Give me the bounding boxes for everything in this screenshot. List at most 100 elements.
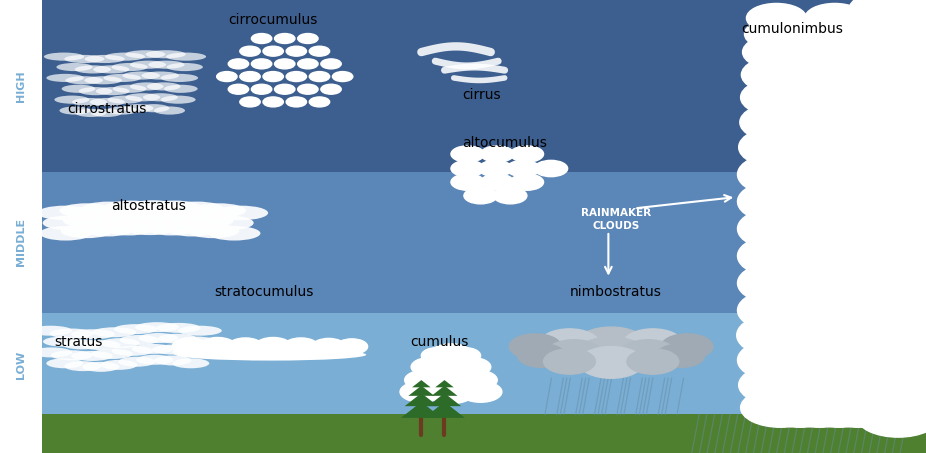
Circle shape bbox=[849, 298, 920, 332]
Circle shape bbox=[534, 160, 568, 177]
Circle shape bbox=[819, 78, 898, 117]
Ellipse shape bbox=[157, 334, 197, 344]
Circle shape bbox=[849, 0, 920, 26]
Circle shape bbox=[286, 46, 307, 56]
Ellipse shape bbox=[172, 358, 209, 368]
Circle shape bbox=[767, 102, 849, 143]
Circle shape bbox=[849, 6, 920, 40]
Text: altostratus: altostratus bbox=[111, 199, 185, 213]
Circle shape bbox=[857, 243, 926, 284]
Circle shape bbox=[228, 338, 263, 355]
Circle shape bbox=[826, 152, 917, 197]
Circle shape bbox=[823, 364, 909, 406]
Circle shape bbox=[857, 91, 926, 131]
Circle shape bbox=[781, 364, 868, 406]
Circle shape bbox=[405, 370, 445, 390]
Circle shape bbox=[312, 338, 345, 355]
Circle shape bbox=[507, 160, 540, 177]
Text: LOW: LOW bbox=[16, 351, 26, 379]
Ellipse shape bbox=[46, 74, 84, 82]
Circle shape bbox=[228, 59, 248, 69]
Circle shape bbox=[217, 72, 237, 82]
Circle shape bbox=[780, 78, 859, 117]
Ellipse shape bbox=[142, 72, 179, 80]
Circle shape bbox=[737, 207, 828, 251]
Circle shape bbox=[797, 313, 891, 358]
Circle shape bbox=[849, 367, 920, 402]
Circle shape bbox=[620, 340, 676, 367]
Ellipse shape bbox=[29, 326, 72, 336]
Circle shape bbox=[849, 131, 920, 165]
Ellipse shape bbox=[111, 63, 148, 71]
Circle shape bbox=[251, 34, 272, 43]
Circle shape bbox=[796, 152, 887, 197]
Text: cumulus: cumulus bbox=[410, 335, 469, 349]
Circle shape bbox=[849, 173, 920, 207]
Ellipse shape bbox=[63, 213, 113, 228]
Circle shape bbox=[263, 72, 283, 82]
Ellipse shape bbox=[167, 63, 203, 71]
Circle shape bbox=[746, 4, 807, 33]
Circle shape bbox=[857, 105, 926, 145]
Circle shape bbox=[767, 338, 857, 382]
Circle shape bbox=[849, 145, 920, 179]
Circle shape bbox=[849, 353, 920, 388]
Circle shape bbox=[849, 61, 920, 96]
Circle shape bbox=[849, 214, 920, 249]
Ellipse shape bbox=[72, 98, 107, 106]
Circle shape bbox=[263, 46, 283, 56]
Circle shape bbox=[857, 132, 926, 173]
Circle shape bbox=[849, 284, 920, 318]
Ellipse shape bbox=[81, 340, 120, 350]
Circle shape bbox=[623, 329, 682, 358]
Circle shape bbox=[739, 364, 825, 406]
Circle shape bbox=[544, 349, 595, 374]
Ellipse shape bbox=[176, 349, 366, 361]
Circle shape bbox=[321, 84, 341, 94]
Text: cirrostratus: cirrostratus bbox=[67, 102, 146, 116]
Ellipse shape bbox=[84, 55, 125, 63]
Circle shape bbox=[857, 146, 926, 187]
Ellipse shape bbox=[152, 345, 194, 355]
Circle shape bbox=[661, 334, 713, 359]
Circle shape bbox=[857, 118, 926, 159]
Circle shape bbox=[740, 102, 822, 143]
Circle shape bbox=[849, 312, 920, 346]
Bar bbox=[0, 0, 42, 453]
Ellipse shape bbox=[84, 76, 122, 84]
Circle shape bbox=[546, 340, 602, 367]
Circle shape bbox=[796, 179, 887, 224]
Circle shape bbox=[298, 34, 319, 43]
Circle shape bbox=[464, 188, 497, 204]
Ellipse shape bbox=[154, 106, 185, 115]
Ellipse shape bbox=[131, 344, 173, 354]
Circle shape bbox=[857, 21, 926, 62]
Circle shape bbox=[849, 381, 920, 415]
Circle shape bbox=[427, 366, 475, 390]
Circle shape bbox=[745, 18, 811, 50]
Circle shape bbox=[796, 234, 887, 278]
Ellipse shape bbox=[105, 53, 145, 61]
Circle shape bbox=[494, 188, 527, 204]
Ellipse shape bbox=[125, 50, 166, 58]
Ellipse shape bbox=[114, 324, 157, 334]
Circle shape bbox=[826, 288, 917, 333]
Circle shape bbox=[428, 354, 474, 377]
Circle shape bbox=[767, 234, 857, 278]
Circle shape bbox=[857, 369, 926, 410]
Circle shape bbox=[857, 49, 926, 90]
Text: HIGH: HIGH bbox=[16, 70, 26, 102]
Circle shape bbox=[743, 34, 816, 70]
Circle shape bbox=[805, 4, 865, 33]
Circle shape bbox=[309, 97, 330, 107]
Ellipse shape bbox=[91, 109, 122, 117]
Ellipse shape bbox=[130, 61, 166, 69]
Ellipse shape bbox=[166, 222, 219, 236]
Circle shape bbox=[826, 179, 917, 224]
Circle shape bbox=[737, 313, 830, 358]
Ellipse shape bbox=[106, 106, 138, 115]
Ellipse shape bbox=[75, 109, 106, 117]
Ellipse shape bbox=[71, 329, 115, 339]
Ellipse shape bbox=[139, 333, 178, 343]
Circle shape bbox=[252, 59, 272, 69]
